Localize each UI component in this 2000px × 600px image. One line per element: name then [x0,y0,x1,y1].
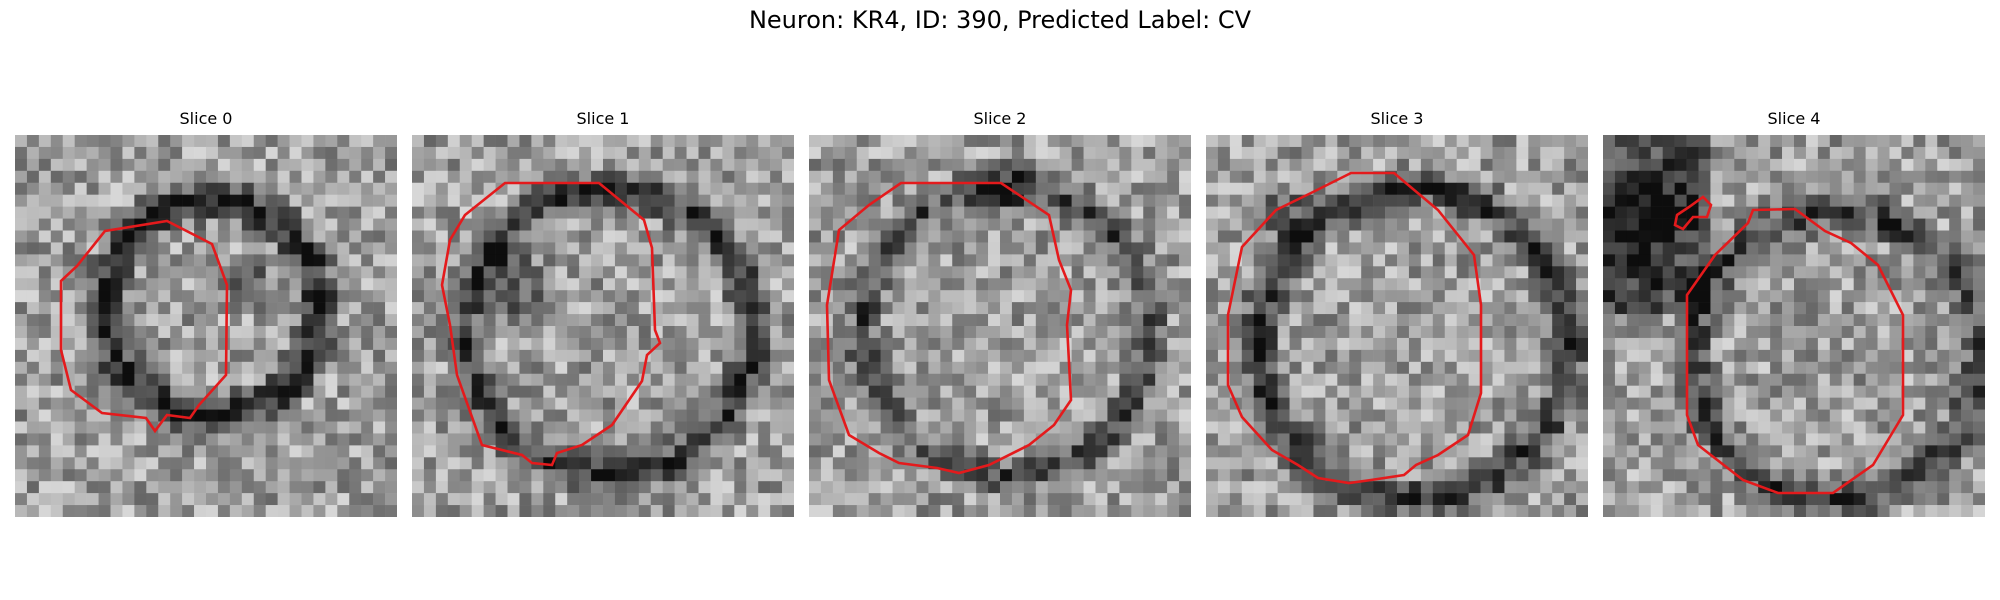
figure-title: Neuron: KR4, ID: 390, Predicted Label: C… [748,6,1252,34]
em-image [1206,135,1588,517]
slice-title: Slice 3 [1370,109,1424,128]
slice-image-3 [1206,135,1588,517]
slice-image-0 [15,135,397,517]
slice-title: Slice 1 [576,109,630,128]
segmentation-contour [440,181,662,467]
segmentation-contour [825,181,1073,475]
slice-title: Slice 2 [973,109,1027,128]
segmentation-contour [59,219,229,434]
segmentation-contour-fragment [1673,195,1713,231]
slice-image-4 [1603,135,1985,517]
slice-image-1 [412,135,794,517]
slice-image-2 [809,135,1191,517]
slice-title: Slice 4 [1767,109,1821,128]
segmentation-contour [1685,207,1905,495]
slice-title: Slice 0 [179,109,233,128]
em-image [15,135,397,517]
em-image [809,135,1191,517]
segmentation-contour [1226,171,1483,485]
em-image [1603,135,1985,517]
em-image [412,135,794,517]
